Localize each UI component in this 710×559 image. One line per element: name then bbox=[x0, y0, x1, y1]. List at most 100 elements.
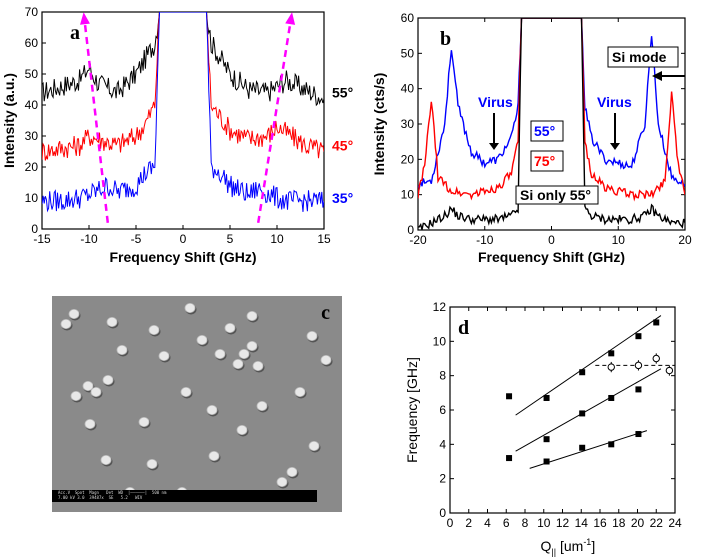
particle-1 bbox=[68, 308, 80, 319]
particle-25 bbox=[276, 476, 288, 487]
y-tick-label: 20 bbox=[401, 152, 415, 166]
x-tick-label: 14 bbox=[575, 516, 589, 530]
y-tick-label: 30 bbox=[401, 117, 415, 131]
x-tick-label: 6 bbox=[503, 516, 510, 530]
particle-17 bbox=[206, 405, 218, 416]
y-tick-label: 10 bbox=[25, 191, 39, 205]
series-line-b-0 bbox=[418, 18, 685, 190]
data-point-square-2 bbox=[579, 369, 586, 376]
particle-34 bbox=[82, 381, 94, 392]
y-tick-label: 20 bbox=[25, 160, 39, 174]
y-tick-label: 0 bbox=[407, 223, 414, 237]
y-tick-label: 40 bbox=[25, 98, 39, 112]
dashed-guide-0 bbox=[83, 18, 110, 223]
y-tick-label: 4 bbox=[439, 437, 446, 451]
particle-14 bbox=[102, 375, 114, 386]
y-tick-label: 2 bbox=[439, 472, 446, 486]
x-tick-label: 0 bbox=[447, 516, 454, 530]
data-point-square-4 bbox=[635, 333, 642, 340]
x-tick-label: 22 bbox=[650, 516, 664, 530]
data-point-square-5 bbox=[653, 319, 660, 326]
data-point-square-14 bbox=[635, 431, 642, 438]
particle-18 bbox=[256, 401, 268, 412]
series-line-a-2 bbox=[42, 12, 324, 213]
label-si-only: Si only 55° bbox=[520, 187, 591, 203]
particle-0 bbox=[60, 318, 72, 329]
particle-3 bbox=[148, 324, 160, 335]
particle-10 bbox=[306, 331, 318, 342]
fit-line-0 bbox=[515, 315, 662, 416]
particle-29 bbox=[252, 361, 264, 372]
panel-letter-c: c bbox=[321, 302, 330, 324]
particle-9 bbox=[246, 310, 258, 321]
label-si-mode: Si mode bbox=[612, 49, 667, 65]
y-tick-label: 0 bbox=[439, 506, 446, 520]
particle-6 bbox=[184, 303, 196, 313]
virus-arrowhead-1 bbox=[610, 143, 620, 150]
data-point-square-13 bbox=[608, 441, 615, 448]
particle-35 bbox=[90, 387, 102, 398]
series-line-a-0 bbox=[42, 12, 324, 107]
particle-5 bbox=[116, 345, 128, 356]
x-tick-label: 10 bbox=[612, 233, 626, 247]
particle-7 bbox=[196, 335, 208, 346]
dashed-guide-arrowhead-0 bbox=[80, 12, 90, 25]
x-tick-label: 8 bbox=[522, 516, 529, 530]
sem-particles bbox=[60, 303, 333, 499]
y-axis-label-a: Intensity (a.u.) bbox=[1, 73, 17, 168]
particle-16 bbox=[180, 387, 192, 398]
y-tick-label: 60 bbox=[25, 36, 39, 50]
x-tick-label: 20 bbox=[678, 233, 692, 247]
dashed-guide-arrowhead-1 bbox=[285, 12, 296, 25]
x-tick-label: -10 bbox=[80, 232, 98, 246]
y-tick-label: 40 bbox=[401, 82, 415, 96]
y-tick-label: 12 bbox=[433, 300, 447, 314]
particle-30 bbox=[232, 359, 244, 370]
y-tick-label: 70 bbox=[25, 5, 39, 19]
particle-12 bbox=[70, 391, 82, 402]
y-axis-label-b: Intensity (cts/s) bbox=[371, 73, 387, 176]
data-point-circle-0 bbox=[607, 363, 615, 371]
data-point-square-7 bbox=[543, 436, 550, 443]
label-75-box bbox=[530, 150, 564, 172]
x-tick-label: 10 bbox=[270, 232, 284, 246]
particle-24 bbox=[236, 424, 248, 435]
x-tick-label: -10 bbox=[476, 233, 494, 247]
particle-22 bbox=[146, 458, 158, 469]
x-tick-label: 5 bbox=[227, 232, 234, 246]
x-tick-label: -15 bbox=[33, 232, 51, 246]
x-axis-label-d-part-2: [um bbox=[556, 538, 583, 554]
label-55-box bbox=[530, 120, 564, 142]
sem-info-line2: 7.00 kV 3.0 39487x SE 5.2 WIV bbox=[58, 495, 143, 500]
y-tick-label: 0 bbox=[31, 222, 38, 236]
chart-a: -15 -10 -5 0 5 10 15 0 10 20 30 40 50 60 70 a 55° 45° 35° F… bbox=[1, 5, 353, 265]
x-axis-label-a: Frequency Shift (GHz) bbox=[109, 249, 256, 265]
particle-8 bbox=[224, 322, 236, 333]
data-point-square-11 bbox=[543, 458, 550, 465]
series-label-a-2: 35° bbox=[332, 190, 353, 206]
particle-2 bbox=[106, 316, 118, 327]
sem-image: c Acc.V Spot Magn Det WD |——————| 500 nm… bbox=[52, 296, 342, 512]
data-point-square-9 bbox=[608, 394, 615, 401]
data-point-square-1 bbox=[543, 394, 550, 401]
particle-15 bbox=[138, 417, 150, 428]
data-point-square-12 bbox=[579, 444, 586, 451]
x-tick-label: 24 bbox=[668, 516, 682, 530]
x-tick-label: 0 bbox=[180, 232, 187, 246]
particle-23 bbox=[208, 450, 220, 461]
x-tick-label: 12 bbox=[556, 516, 570, 530]
x-axis-label-d: Q|| [um-1] bbox=[541, 537, 596, 557]
x-tick-label: 18 bbox=[612, 516, 626, 530]
x-axis-label-d-part-4: ] bbox=[591, 538, 595, 554]
y-tick-label: 10 bbox=[401, 188, 415, 202]
label-virus-right: Virus bbox=[597, 94, 632, 110]
series-line-b-2 bbox=[418, 18, 685, 230]
series-line-b-1 bbox=[418, 18, 685, 202]
y-tick-label: 6 bbox=[439, 403, 446, 417]
y-tick-label: 8 bbox=[439, 369, 446, 383]
x-tick-label: -20 bbox=[409, 233, 427, 247]
data-point-square-3 bbox=[608, 350, 615, 357]
x-tick-label: 15 bbox=[317, 232, 331, 246]
data-point-circle-2 bbox=[652, 354, 660, 363]
